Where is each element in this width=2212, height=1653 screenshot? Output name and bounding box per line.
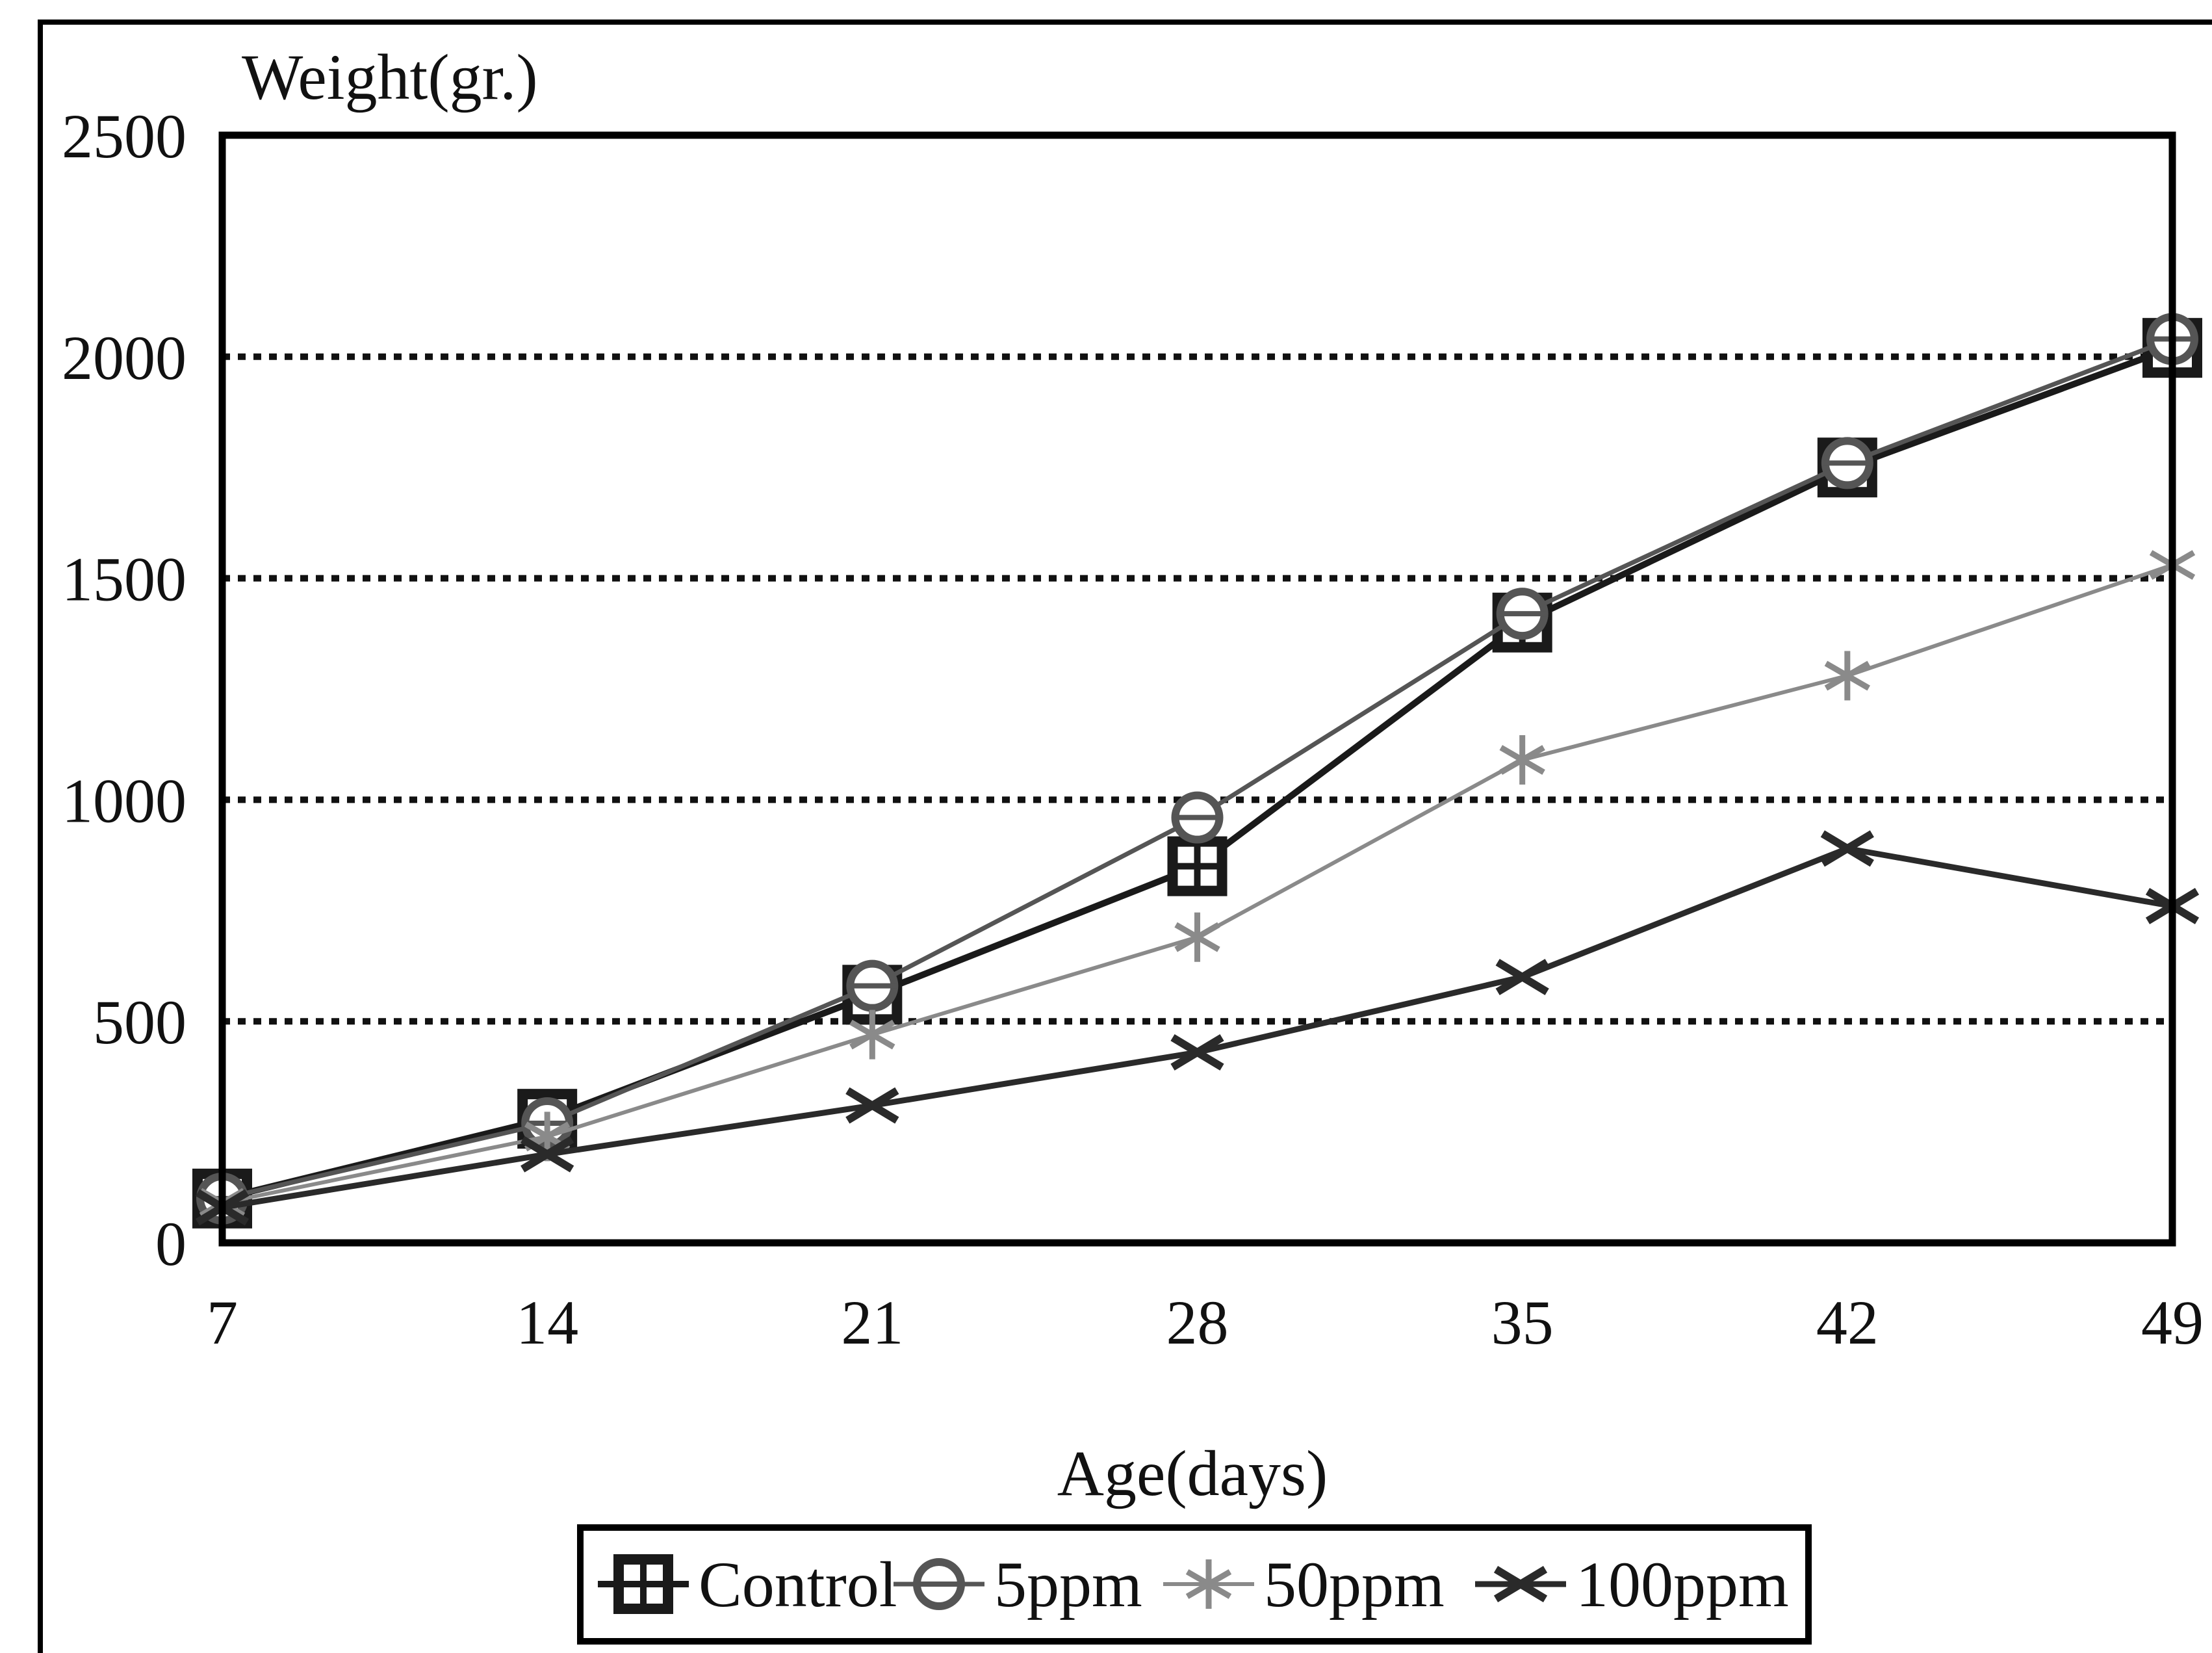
x-tick-label-42: 42 bbox=[1816, 1288, 1879, 1357]
legend-label-2: 5ppm bbox=[994, 1548, 1142, 1620]
data-point-3-42 bbox=[1824, 651, 1870, 701]
x-axis-title: Age(days) bbox=[1057, 1437, 1328, 1509]
legend-label-1: Control bbox=[699, 1548, 897, 1620]
data-point-2-28 bbox=[1171, 791, 1224, 844]
legend-entry-1: Control bbox=[598, 1548, 897, 1620]
data-point-4-42 bbox=[1820, 830, 1874, 867]
legend: Control 5ppm 50ppm 100ppm bbox=[577, 1524, 1812, 1645]
y-tick-label-0: 0 bbox=[155, 1209, 186, 1279]
data-point-2-42 bbox=[1821, 437, 1873, 489]
x-tick-label-21: 21 bbox=[841, 1288, 903, 1357]
figure-frame bbox=[38, 20, 2212, 1653]
legend-entry-2: 5ppm bbox=[894, 1548, 1142, 1620]
data-point-2-21 bbox=[846, 959, 899, 1012]
y-tick-label-1500: 1500 bbox=[62, 545, 186, 614]
series-line-2 bbox=[222, 337, 2174, 1201]
y-tick-label-2500: 2500 bbox=[62, 101, 186, 171]
y-tick-label-500: 500 bbox=[93, 987, 186, 1057]
x-tick-label-49: 49 bbox=[2141, 1288, 2204, 1357]
legend-entry-3: 50ppm bbox=[1163, 1548, 1445, 1620]
legend-label-3: 50ppm bbox=[1264, 1548, 1445, 1620]
y-tick-labels: 0 500 1000 1500 2000 2500 bbox=[62, 101, 186, 1279]
data-point-4-28 bbox=[1170, 1034, 1224, 1071]
series-layer bbox=[192, 313, 2202, 1229]
legend-marker-1 bbox=[613, 1554, 673, 1614]
series-1 bbox=[192, 318, 2202, 1229]
x-tick-label-7: 7 bbox=[207, 1288, 238, 1357]
grid-lines bbox=[222, 353, 2172, 1025]
legend-entry-4: 100ppm bbox=[1475, 1548, 1789, 1620]
legend-marker-4 bbox=[1493, 1566, 1548, 1602]
data-point-2-35 bbox=[1496, 588, 1549, 640]
plot-area-frame bbox=[218, 131, 2176, 1247]
y-axis-title: Weight(gr.) bbox=[242, 41, 538, 113]
data-point-1-28 bbox=[1167, 836, 1228, 896]
legend-label-4: 100ppm bbox=[1576, 1548, 1789, 1620]
series-line-1 bbox=[221, 345, 2174, 1202]
legend-marker-3 bbox=[1185, 1559, 1232, 1609]
data-point-4-35 bbox=[1495, 959, 1549, 995]
x-tick-label-35: 35 bbox=[1491, 1288, 1554, 1357]
data-point-3-28 bbox=[1174, 912, 1220, 962]
x-tick-label-28: 28 bbox=[1166, 1288, 1229, 1357]
series-line-4 bbox=[222, 845, 2173, 1210]
legend-marker-2 bbox=[913, 1558, 965, 1610]
data-point-4-21 bbox=[845, 1087, 899, 1124]
legend-items: Control 5ppm 50ppm 100ppm bbox=[598, 1548, 1789, 1620]
x-tick-label-14: 14 bbox=[516, 1288, 578, 1357]
data-point-4-14 bbox=[521, 1136, 574, 1173]
x-tick-labels: 7 14 21 28 35 42 49 bbox=[207, 1288, 2204, 1357]
y-tick-label-1000: 1000 bbox=[62, 766, 186, 835]
data-point-3-21 bbox=[849, 1009, 895, 1060]
y-tick-label-2000: 2000 bbox=[62, 323, 186, 393]
data-point-3-35 bbox=[1499, 735, 1545, 785]
